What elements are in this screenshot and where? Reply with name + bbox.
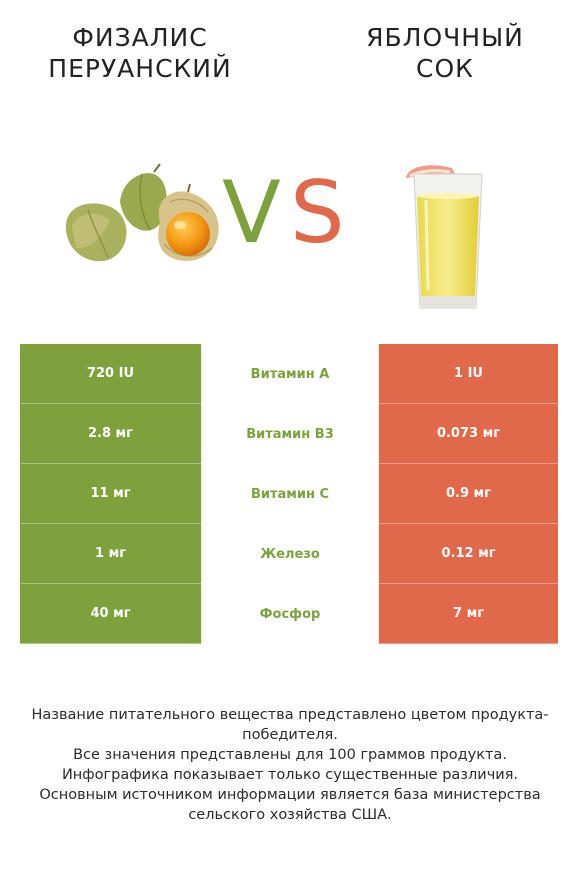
footer-line-2-post: продукта. bbox=[425, 747, 507, 763]
table-row: 2.8 мг Витамин B3 0.073 мг bbox=[20, 404, 558, 464]
right-value-cell: 0.9 мг bbox=[379, 464, 558, 524]
nutrient-name-cell: Витамин B3 bbox=[201, 404, 379, 464]
table-row: 11 мг Витамин C 0.9 мг bbox=[20, 464, 558, 524]
footer-line-3: Инфографика показывает только существенн… bbox=[61, 767, 519, 783]
vs-v-letter: V bbox=[222, 163, 281, 263]
physalis-image bbox=[65, 163, 219, 262]
apple-juice-image bbox=[406, 165, 483, 309]
right-value-cell: 0.12 мг bbox=[379, 524, 558, 584]
vs-s-letter: S bbox=[290, 163, 345, 263]
table-row: 1 мг Железо 0.12 мг bbox=[20, 524, 558, 584]
nutrient-name-cell: Витамин C bbox=[201, 464, 379, 524]
footer-line-4: Основным источником информации является … bbox=[39, 787, 541, 823]
nutrient-name-cell: Железо bbox=[201, 524, 379, 584]
right-value-cell: 0.073 мг bbox=[379, 404, 558, 464]
left-value-cell: 2.8 мг bbox=[20, 404, 201, 464]
right-food-title: ЯБЛОЧНЫЙ СОК bbox=[366, 23, 524, 83]
footer-line-2-pre: Все значения представлены для bbox=[73, 747, 329, 763]
footer-notes: Название питательного вещества представл… bbox=[20, 705, 560, 825]
right-value-cell: 1 IU bbox=[379, 344, 558, 404]
left-value-cell: 11 мг bbox=[20, 464, 201, 524]
right-value-cell: 7 мг bbox=[379, 584, 558, 644]
left-value-cell: 40 мг bbox=[20, 584, 201, 644]
left-value-cell: 1 мг bbox=[20, 524, 201, 584]
nutrient-name-cell: Фосфор bbox=[201, 584, 379, 644]
footer-line-2: Все значения представлены для 100 граммо… bbox=[20, 745, 560, 765]
footer-line-2-bold: 100 граммов bbox=[328, 747, 426, 763]
table-row: 40 мг Фосфор 7 мг bbox=[20, 584, 558, 644]
left-food-title: ФИЗАЛИС ПЕРУАНСКИЙ bbox=[48, 23, 232, 83]
nutrient-name-cell: Витамин A bbox=[201, 344, 379, 404]
footer-line-1: Название питательного вещества представл… bbox=[31, 707, 549, 743]
left-value-cell: 720 IU bbox=[20, 344, 201, 404]
